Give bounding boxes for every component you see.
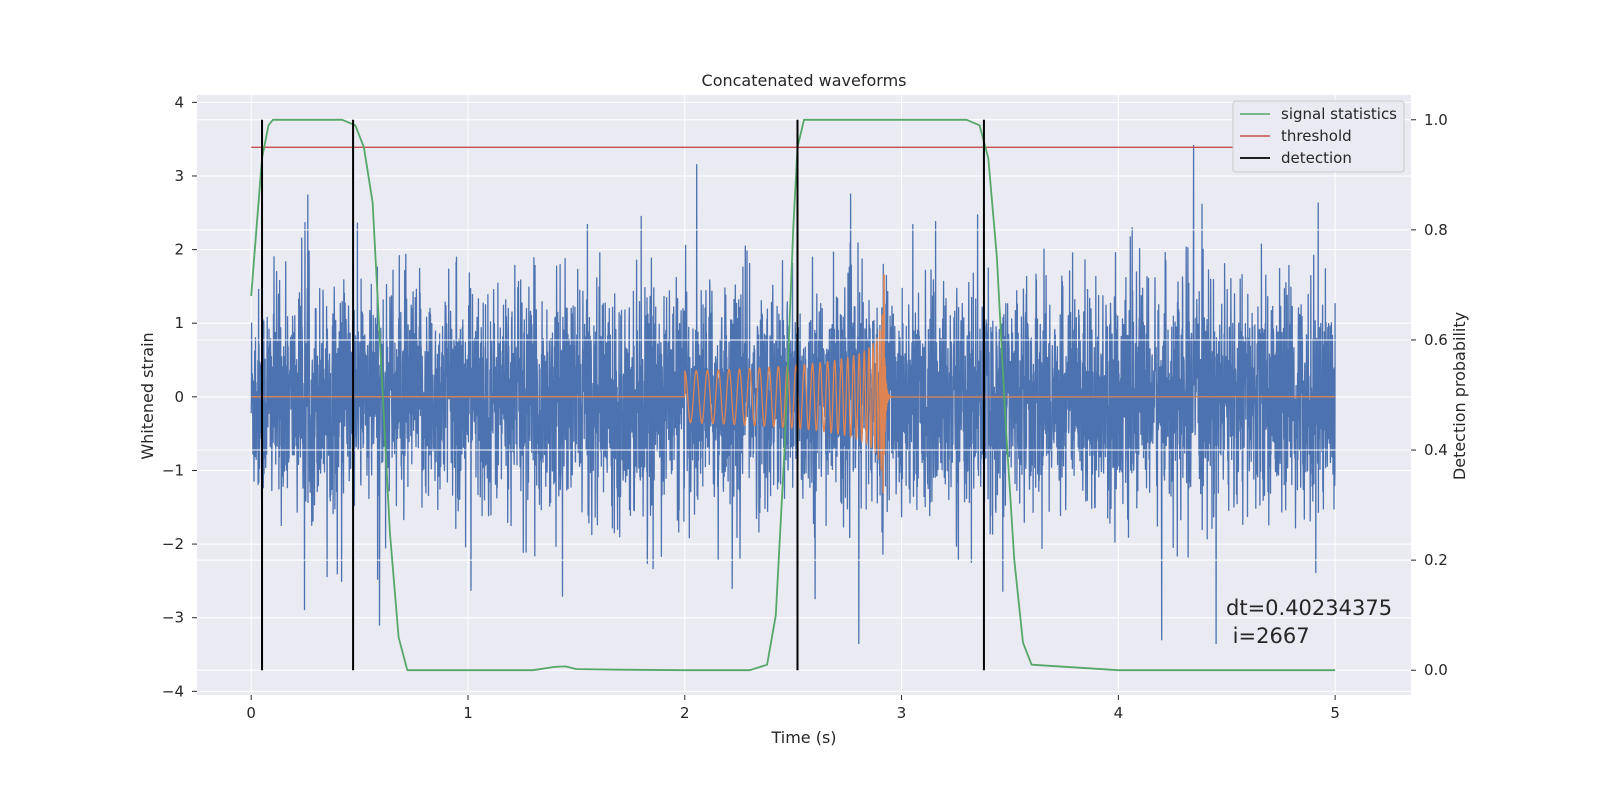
y-right-tick-label-2: 0.4 [1424, 441, 1448, 459]
x-tick-label-0: 0 [246, 704, 256, 722]
legend-label-threshold: threshold [1281, 127, 1352, 145]
annotation-i: i=2667 [1226, 624, 1310, 648]
x-tick-label-2: 2 [680, 704, 690, 722]
strain-series-line [250, 144, 1336, 645]
y-left-tick-label-1: −3 [162, 609, 184, 627]
x-axis-label: Time (s) [770, 728, 836, 747]
y-left-tick-label-2: −2 [162, 535, 184, 553]
y-right-tick-label-0: 0.0 [1424, 661, 1448, 679]
y-right-tick-label-3: 0.6 [1424, 331, 1448, 349]
y-left-tick-label-6: 2 [174, 241, 184, 259]
y-left-tick-label-4: 0 [174, 388, 184, 406]
legend-label-signal-statistics: signal statistics [1281, 105, 1397, 123]
y-right-tick-label-1: 0.2 [1424, 551, 1448, 569]
annotation-dt: dt=0.40234375 [1226, 596, 1392, 620]
y-right-tick-label-4: 0.8 [1424, 221, 1448, 239]
y-left-tick-label-8: 4 [174, 93, 184, 111]
y-right-tick-label-5: 1.0 [1424, 111, 1448, 129]
x-tick-label-1: 1 [463, 704, 473, 722]
x-tick-label-5: 5 [1330, 704, 1340, 722]
legend: signal statistics threshold detection [1232, 100, 1405, 173]
y-axis-label-left: Whitened strain [138, 332, 157, 459]
chart-title: Concatenated waveforms [702, 71, 907, 90]
legend-box [1232, 100, 1405, 173]
x-tick-label-4: 4 [1114, 704, 1124, 722]
legend-label-detection: detection [1281, 149, 1352, 167]
y-left-tick-label-7: 3 [174, 167, 184, 185]
y-left-tick-label-3: −1 [162, 461, 184, 479]
y-left-tick-label-0: −4 [162, 682, 184, 700]
data-layer [197, 118, 1411, 672]
y-axis-label-right: Detection probability [1450, 312, 1469, 480]
y-left-tick-label-5: 1 [174, 314, 184, 332]
x-tick-label-3: 3 [897, 704, 907, 722]
signal-statistics-line [250, 118, 1336, 672]
ticks: 0 1 2 3 4 5 −4 −3 −2 −1 0 1 2 3 4 0.0 0.2 0.4 0.6 0.8 1.0 [162, 93, 1448, 722]
